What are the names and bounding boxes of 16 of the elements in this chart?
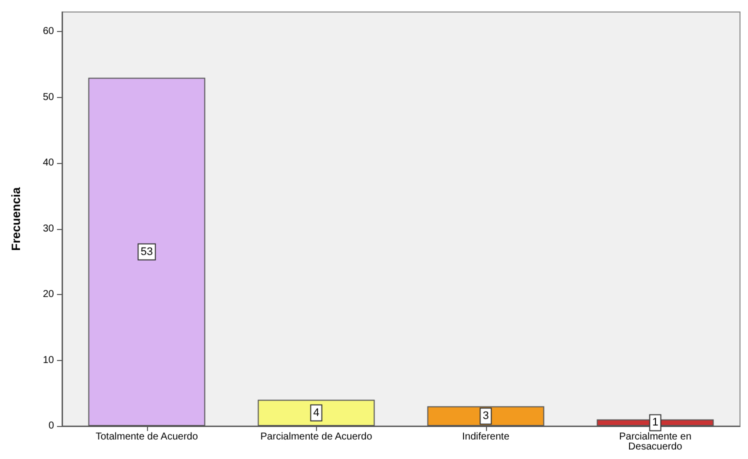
y-axis-title: Frecuencia bbox=[9, 187, 23, 251]
data-label: 4 bbox=[313, 406, 320, 419]
y-tick-label: 20 bbox=[42, 289, 54, 300]
y-tick-label: 0 bbox=[48, 420, 54, 432]
data-label: 1 bbox=[652, 416, 658, 429]
x-tick-label: Totalmente de Acuerdo bbox=[96, 432, 198, 442]
y-tick-label: 30 bbox=[42, 223, 54, 234]
y-tick-label: 50 bbox=[42, 92, 54, 103]
data-label: 53 bbox=[140, 246, 153, 258]
data-label: 3 bbox=[482, 410, 489, 422]
y-tick-label: 10 bbox=[42, 354, 54, 366]
y-tick-label: 60 bbox=[42, 26, 54, 38]
x-tick-label: Parcialmente de Acuerdo bbox=[260, 432, 373, 442]
x-tick-label: Parcialmente en Desacuerdo bbox=[619, 432, 692, 452]
x-tick-label: Indiferente bbox=[462, 432, 510, 442]
y-tick-label: 40 bbox=[42, 158, 54, 169]
